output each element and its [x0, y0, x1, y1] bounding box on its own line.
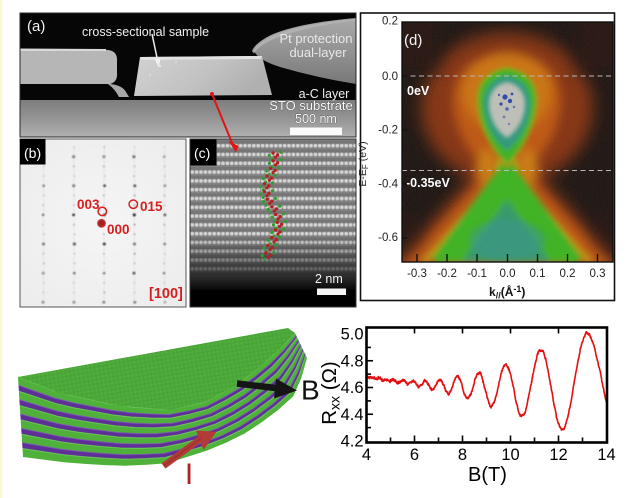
svg-text:5.0: 5.0: [341, 326, 364, 344]
svg-text:(c): (c): [194, 145, 210, 161]
svg-text:6: 6: [410, 446, 419, 464]
svg-text:003: 003: [77, 197, 100, 212]
svg-text:E-EF (eV): E-EF (eV): [357, 141, 370, 186]
svg-text:-0.4: -0.4: [378, 179, 398, 191]
svg-text:Pt protection: Pt protection: [280, 31, 353, 46]
svg-text:0.3: 0.3: [590, 268, 606, 280]
svg-text:(a): (a): [27, 18, 45, 35]
svg-text:000: 000: [107, 222, 130, 237]
svg-text:0.2: 0.2: [560, 268, 576, 280]
svg-text:Rxx (Ω): Rxx (Ω): [318, 361, 343, 425]
svg-text:-0.3: -0.3: [407, 268, 427, 280]
svg-text:(b): (b): [24, 145, 41, 161]
svg-text:4.4: 4.4: [341, 406, 364, 424]
svg-text:-0.2: -0.2: [378, 125, 398, 137]
svg-text:B(T): B(T): [468, 464, 507, 486]
svg-text:10: 10: [501, 446, 519, 464]
svg-text:dual-layer: dual-layer: [289, 45, 347, 60]
svg-text:2 nm: 2 nm: [315, 272, 343, 286]
svg-text:-0.2: -0.2: [437, 268, 457, 280]
svg-text:015: 015: [140, 199, 163, 214]
svg-text:a-C layer: a-C layer: [299, 87, 350, 101]
svg-text:0eV: 0eV: [407, 84, 430, 98]
svg-text:-0.6: -0.6: [378, 232, 398, 244]
svg-text:4.6: 4.6: [341, 379, 364, 397]
svg-text:cross-sectional sample: cross-sectional sample: [82, 25, 209, 39]
svg-text:B: B: [301, 375, 320, 406]
svg-text:8: 8: [458, 446, 467, 464]
svg-text:4.2: 4.2: [341, 433, 364, 451]
svg-text:(d): (d): [404, 32, 422, 49]
svg-text:4.8: 4.8: [341, 352, 364, 370]
svg-text:I: I: [185, 458, 193, 491]
svg-text:STO substrate: STO substrate: [269, 98, 353, 113]
svg-text:0.0: 0.0: [382, 71, 398, 83]
svg-text:4: 4: [362, 446, 371, 464]
svg-text:0.1: 0.1: [530, 268, 546, 280]
svg-text:-0.35eV: -0.35eV: [406, 176, 450, 190]
svg-text:0.2: 0.2: [382, 16, 398, 28]
svg-text:12: 12: [549, 446, 567, 464]
svg-text:14: 14: [597, 446, 615, 464]
svg-text:0.0: 0.0: [500, 268, 516, 280]
svg-text:-0.1: -0.1: [467, 268, 487, 280]
svg-text:[100]: [100]: [149, 286, 183, 302]
svg-text:500 nm: 500 nm: [295, 112, 337, 126]
